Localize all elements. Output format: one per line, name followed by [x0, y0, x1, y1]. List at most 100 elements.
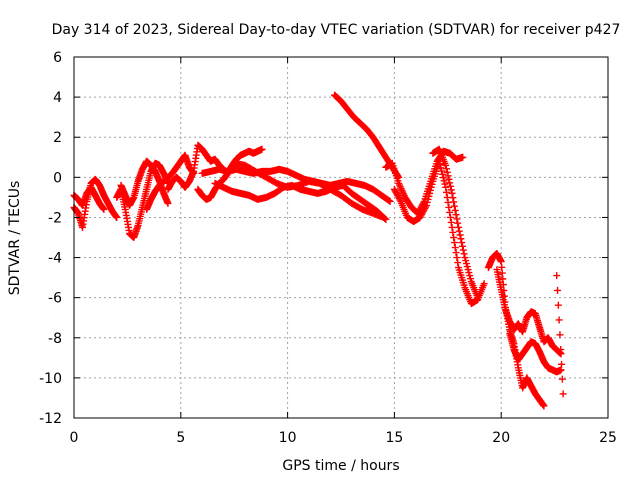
data-point	[436, 161, 444, 169]
y-tick-label: -12	[39, 411, 62, 427]
data-point	[460, 250, 468, 258]
series-outliers	[553, 272, 567, 398]
data-point	[380, 213, 388, 221]
y-tick-label: 2	[53, 130, 62, 146]
series-sat-e	[143, 151, 198, 213]
data-point	[456, 231, 464, 239]
data-point	[454, 223, 462, 231]
series-sat-p	[493, 266, 565, 358]
data-point	[559, 390, 567, 398]
series-sat-m	[390, 157, 488, 308]
data-point	[385, 197, 393, 205]
data-point	[451, 206, 459, 214]
series-sat-b	[70, 183, 108, 213]
data-point	[448, 223, 456, 231]
data-point	[555, 316, 563, 324]
chart-title: Day 314 of 2023, Sidereal Day-to-day VTE…	[52, 22, 621, 38]
data-point	[450, 234, 458, 241]
data-point	[540, 402, 548, 410]
data-point	[444, 172, 452, 180]
data-point	[422, 203, 430, 211]
data-point	[164, 199, 172, 207]
series-sat-j	[230, 159, 388, 221]
y-tick-label: 4	[53, 90, 62, 106]
data-point	[449, 194, 457, 202]
data-point	[442, 188, 450, 196]
data-point	[453, 215, 461, 223]
x-axis-label: GPS time / hours	[282, 458, 399, 474]
data-point	[448, 189, 456, 197]
data-point	[438, 170, 446, 178]
data-point	[445, 175, 453, 183]
data-point	[554, 301, 562, 309]
data-point	[455, 227, 463, 235]
data-points	[70, 91, 567, 410]
grid	[74, 57, 608, 418]
data-point	[113, 213, 121, 221]
data-point	[447, 218, 455, 226]
series-sat-a	[70, 175, 121, 231]
data-point	[451, 244, 459, 252]
data-point	[450, 202, 458, 210]
series-sat-q	[506, 330, 565, 376]
data-point	[556, 331, 564, 339]
data-point	[454, 219, 462, 227]
data-point	[437, 164, 445, 172]
data-point	[553, 272, 561, 280]
series-sat-c	[113, 159, 172, 241]
series-sat-d	[117, 157, 172, 209]
data-point	[480, 280, 488, 288]
data-point	[446, 182, 454, 190]
data-point	[445, 203, 453, 211]
data-point	[557, 346, 565, 354]
series-sat-n	[429, 145, 482, 302]
x-tick-label: 0	[70, 430, 79, 446]
data-point	[258, 145, 266, 153]
data-point	[396, 196, 404, 204]
y-tick-label: -2	[48, 210, 62, 226]
data-point	[459, 153, 467, 161]
y-tick-label: -8	[48, 331, 62, 347]
series-sat-f	[164, 141, 228, 193]
data-point	[439, 174, 447, 182]
plot-frame	[73, 56, 609, 419]
data-point	[449, 228, 457, 236]
data-point	[443, 168, 451, 176]
x-tick-label: 15	[385, 430, 403, 446]
data-point	[558, 360, 566, 368]
data-point	[447, 186, 455, 194]
data-point	[386, 197, 394, 205]
data-point	[446, 213, 454, 221]
y-axis-label: SDTVAR / TECUs	[7, 181, 23, 296]
data-point	[458, 242, 466, 250]
data-point	[446, 208, 454, 216]
y-tick-label: -6	[48, 291, 62, 307]
data-point	[558, 375, 566, 383]
y-tick-label: 0	[53, 170, 62, 186]
data-point	[450, 239, 458, 247]
data-point	[554, 286, 562, 294]
y-tick-label: -4	[48, 251, 62, 267]
data-point	[459, 246, 467, 254]
data-point	[442, 161, 450, 169]
data-point	[442, 165, 450, 173]
x-tick-label: 20	[492, 430, 510, 446]
data-point	[452, 249, 460, 257]
axis-ticks: 0 5 10 15 20 25 -12 -10 -8 -6 -4 -2 0 2 4 6	[39, 50, 617, 446]
data-point	[438, 167, 446, 175]
data-point	[446, 179, 454, 187]
data-point	[458, 239, 466, 247]
data-point	[452, 211, 460, 219]
x-tick-label: 5	[176, 430, 185, 446]
y-tick-label: 6	[53, 50, 62, 66]
x-tick-label: 25	[599, 430, 617, 446]
data-point	[453, 254, 461, 262]
data-point	[100, 205, 108, 213]
data-point	[474, 294, 482, 302]
data-point	[457, 235, 465, 243]
x-tick-label: 10	[279, 430, 297, 446]
data-point	[442, 183, 450, 191]
data-point	[454, 259, 462, 267]
y-tick-label: -10	[39, 371, 62, 387]
